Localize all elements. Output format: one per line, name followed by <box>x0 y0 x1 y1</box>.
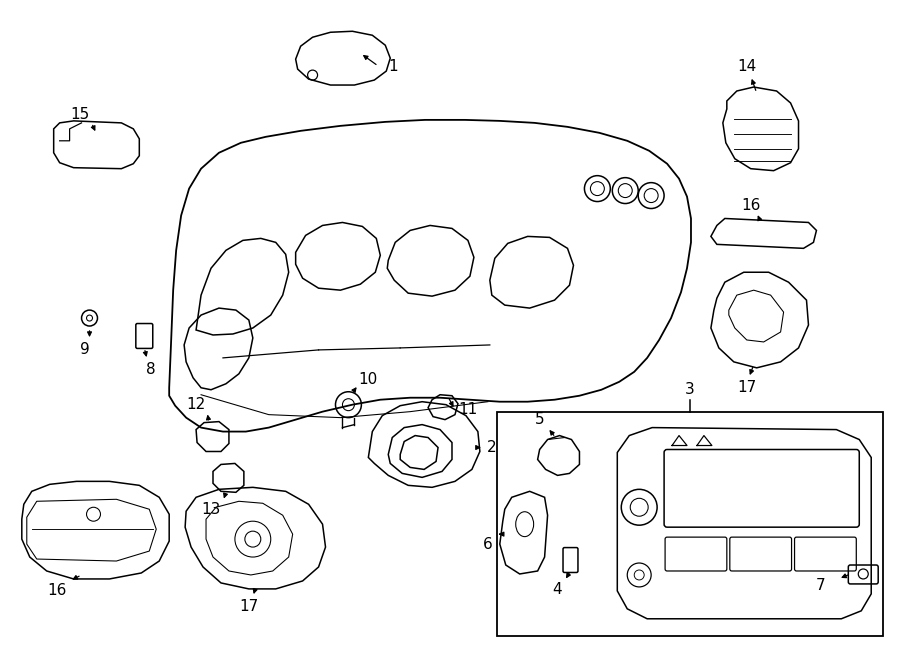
Text: 17: 17 <box>239 600 258 614</box>
Text: 14: 14 <box>737 59 756 73</box>
Text: 1: 1 <box>389 59 398 73</box>
Text: 12: 12 <box>186 397 206 412</box>
Text: 15: 15 <box>70 107 89 122</box>
Text: 16: 16 <box>47 584 67 598</box>
Text: 17: 17 <box>737 380 756 395</box>
Text: 13: 13 <box>202 502 220 517</box>
Text: 9: 9 <box>80 342 89 358</box>
Text: 8: 8 <box>147 362 156 377</box>
Text: 3: 3 <box>685 382 695 397</box>
Text: 5: 5 <box>535 412 544 427</box>
Text: 10: 10 <box>359 372 378 387</box>
Text: 4: 4 <box>553 582 562 598</box>
Text: 16: 16 <box>741 198 760 213</box>
Bar <box>497 412 883 636</box>
Text: 7: 7 <box>815 578 825 594</box>
Text: 2: 2 <box>487 440 497 455</box>
Text: 11: 11 <box>458 402 478 417</box>
Text: 6: 6 <box>483 537 492 551</box>
